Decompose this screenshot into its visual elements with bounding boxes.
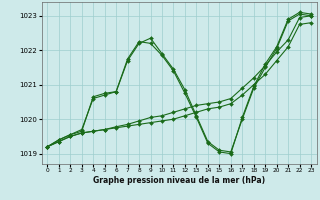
X-axis label: Graphe pression niveau de la mer (hPa): Graphe pression niveau de la mer (hPa) — [93, 176, 265, 185]
